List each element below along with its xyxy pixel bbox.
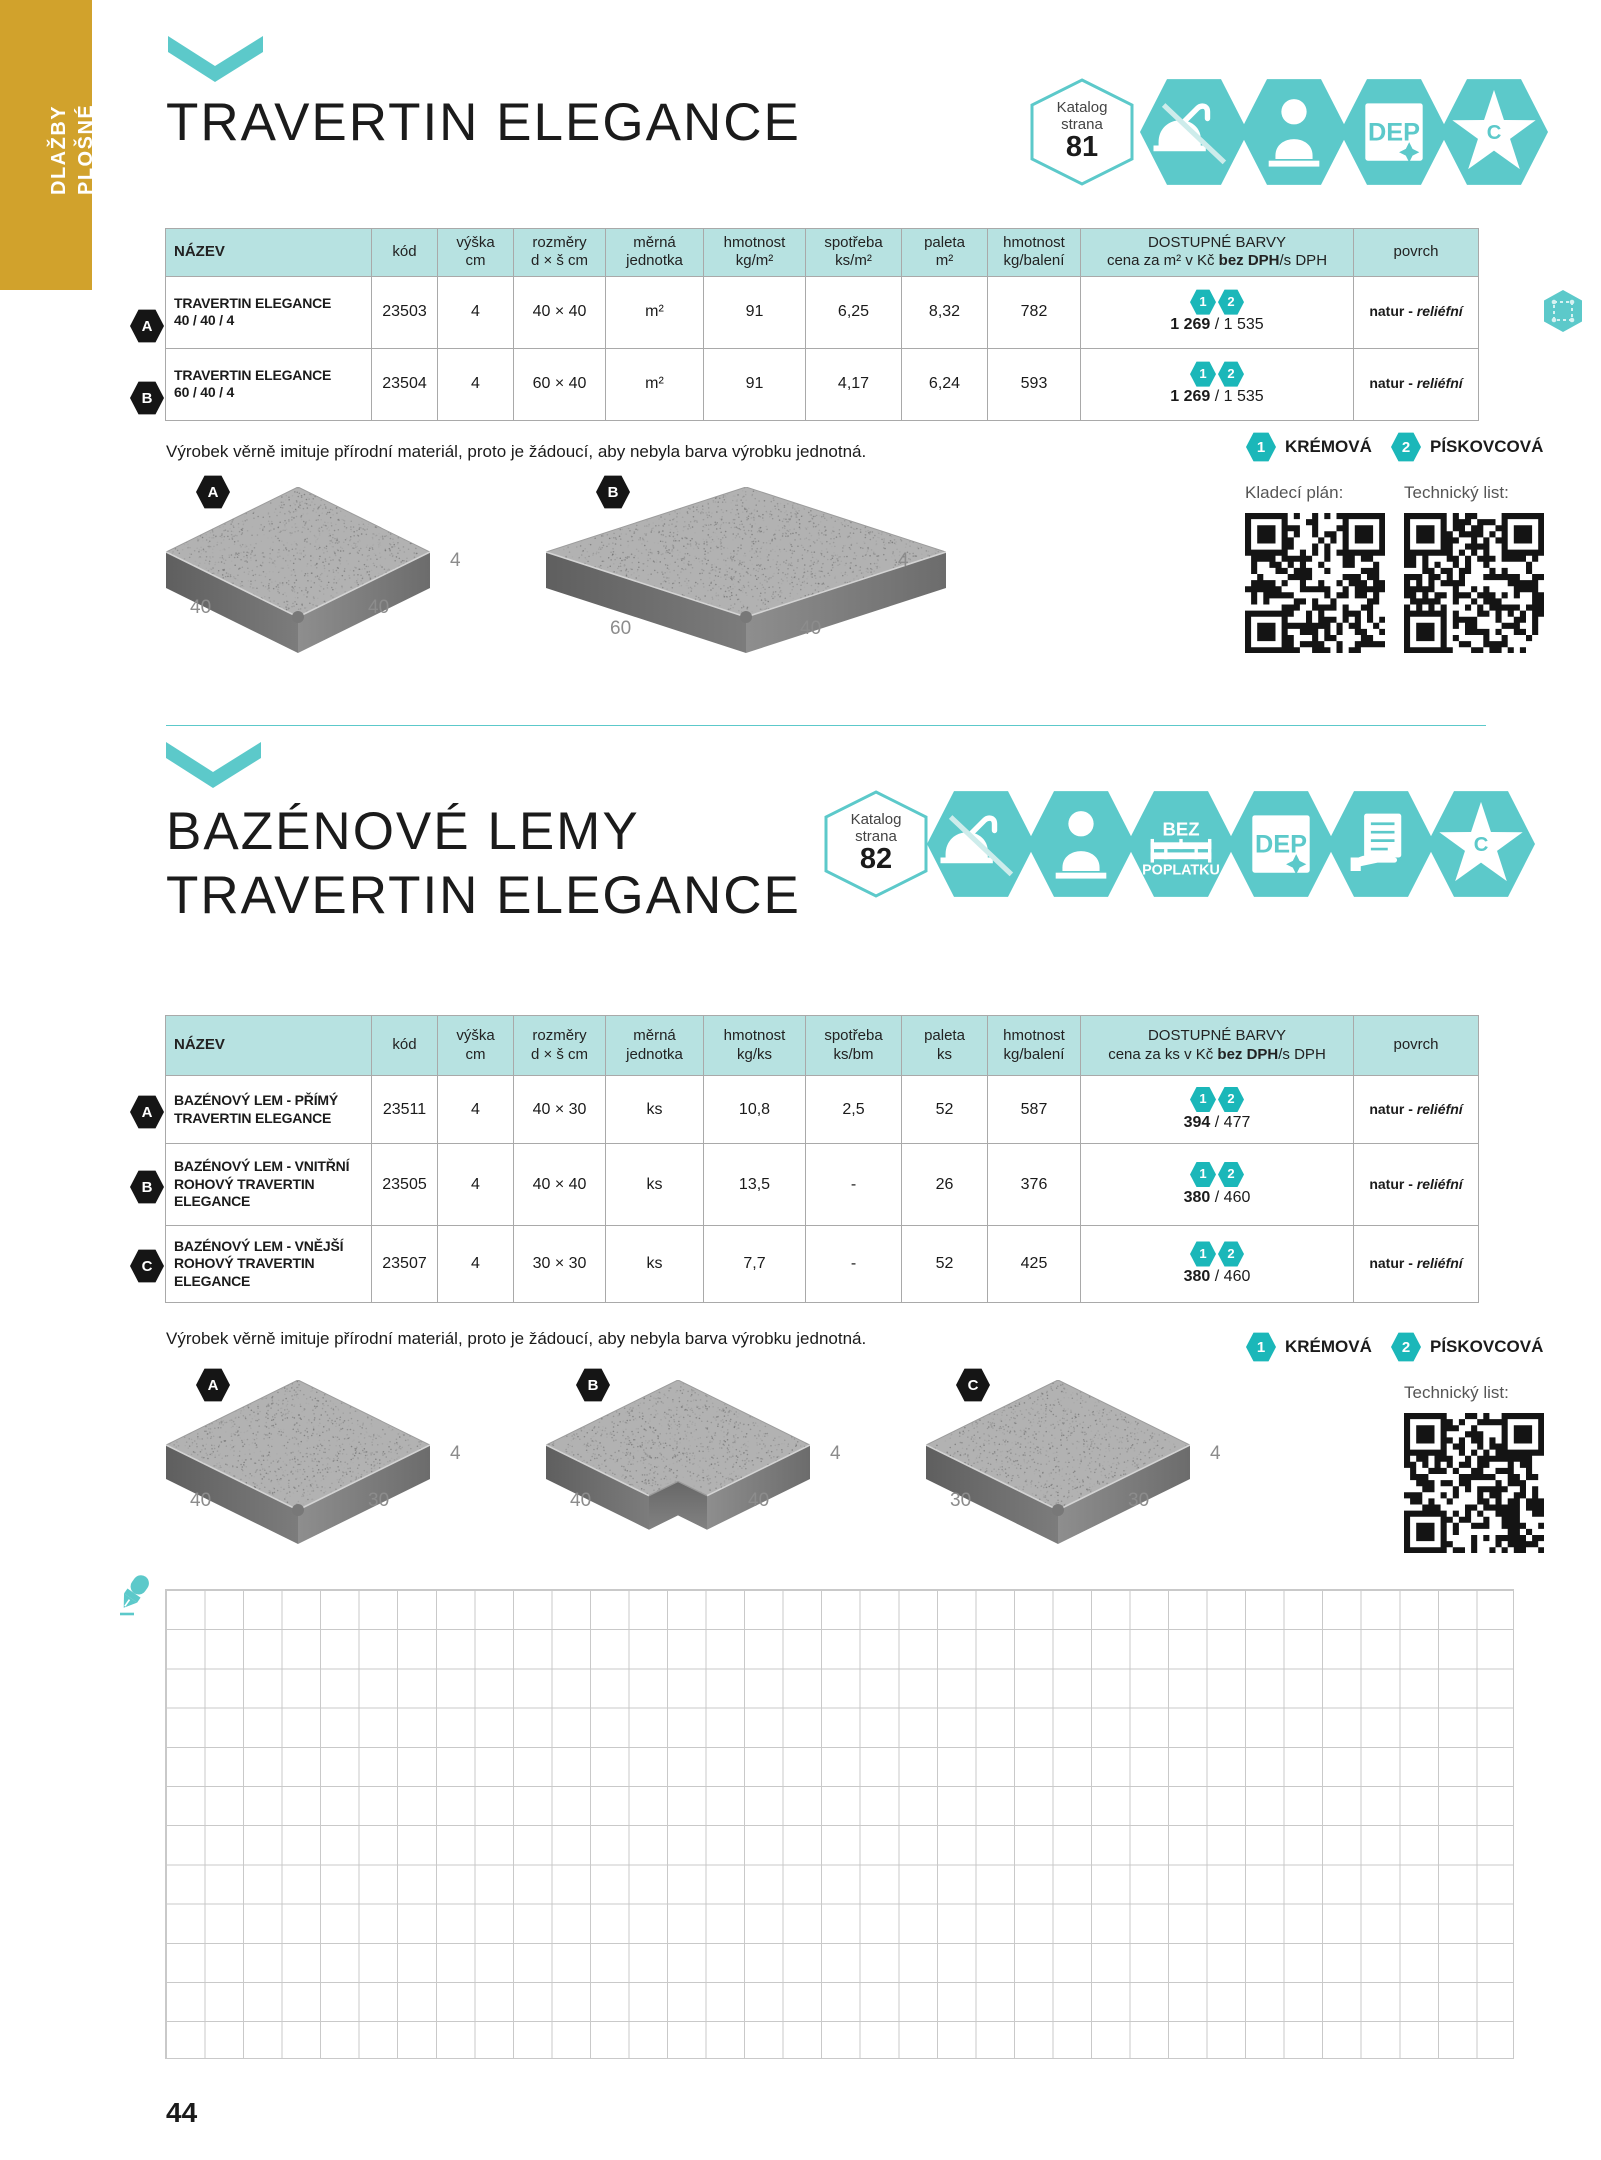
svg-text:DEP: DEP	[1368, 118, 1420, 146]
svg-text:DEP: DEP	[1255, 830, 1307, 858]
svg-text:POPLATKU: POPLATKU	[1142, 862, 1220, 878]
svg-text:BEZ: BEZ	[1162, 819, 1199, 840]
svg-text:C: C	[1487, 122, 1502, 144]
svg-text:C: C	[1474, 834, 1489, 856]
